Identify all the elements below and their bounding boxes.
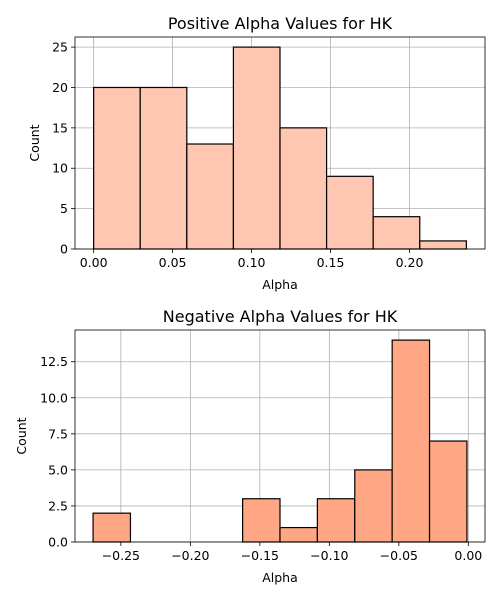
histogram-bar xyxy=(372,216,421,250)
y-tick-label: 25 xyxy=(52,40,68,55)
y-tick-label: 2.5 xyxy=(48,498,68,513)
histogram-bar xyxy=(139,86,188,250)
histogram-bar xyxy=(279,526,318,543)
y-tick-label: 15 xyxy=(52,120,68,135)
x-tick-label: 0.10 xyxy=(238,255,266,270)
y-tick-label: 20 xyxy=(52,80,68,95)
x-tick-label: 0.00 xyxy=(454,548,482,563)
histogram-bar xyxy=(93,86,141,250)
x-tick-label: −0.15 xyxy=(241,548,279,563)
chart-title: Positive Alpha Values for HK xyxy=(168,14,393,33)
y-axis-label: Count xyxy=(14,417,29,454)
histogram-bar xyxy=(316,498,356,543)
x-tick-label: 0.15 xyxy=(317,255,345,270)
x-tick-label: −0.10 xyxy=(310,548,348,563)
y-axis-label: Count xyxy=(27,124,42,161)
y-tick-label: 10 xyxy=(52,161,68,176)
histogram-bar xyxy=(92,512,132,543)
y-tick-label: 0.0 xyxy=(48,535,68,550)
y-tick-label: 5.0 xyxy=(48,462,68,477)
histogram-bar xyxy=(419,240,467,250)
x-tick-label: 0.05 xyxy=(159,255,187,270)
histogram-bar xyxy=(232,46,281,250)
negative-alpha-histogram: −0.25 −0.20 −0.15 −0.10 −0.05 0.00 0.0 2.5 5.0 7.… xyxy=(14,307,486,585)
x-tick-label: −0.25 xyxy=(102,548,140,563)
histogram-bar xyxy=(354,469,393,543)
histogram-bar xyxy=(428,440,468,543)
y-tick-label: 5 xyxy=(60,201,68,216)
histogram-bar xyxy=(186,143,235,250)
axes-frame xyxy=(74,329,486,543)
x-axis-label: Alpha xyxy=(262,570,298,585)
histogram-bar xyxy=(391,339,431,543)
x-tick-label: −0.20 xyxy=(171,548,209,563)
positive-alpha-histogram: 0.00 0.05 0.10 0.15 0.20 0 5 10 15 20 25 Positive A… xyxy=(27,14,486,292)
x-tick-label: 0.20 xyxy=(396,255,424,270)
x-tick-label: −0.05 xyxy=(380,548,418,563)
y-tick-label: 7.5 xyxy=(48,426,68,441)
y-tick-label: 12.5 xyxy=(40,354,68,369)
histogram-bar xyxy=(279,127,328,250)
axes-frame xyxy=(74,36,486,250)
y-tick-label: 10.0 xyxy=(40,390,68,405)
x-tick-label: 0.00 xyxy=(80,255,108,270)
histogram-bar xyxy=(325,175,374,250)
chart-title: Negative Alpha Values for HK xyxy=(163,307,398,326)
y-tick-label: 0 xyxy=(60,242,68,257)
x-axis-label: Alpha xyxy=(262,277,298,292)
histogram-bar xyxy=(242,498,281,543)
